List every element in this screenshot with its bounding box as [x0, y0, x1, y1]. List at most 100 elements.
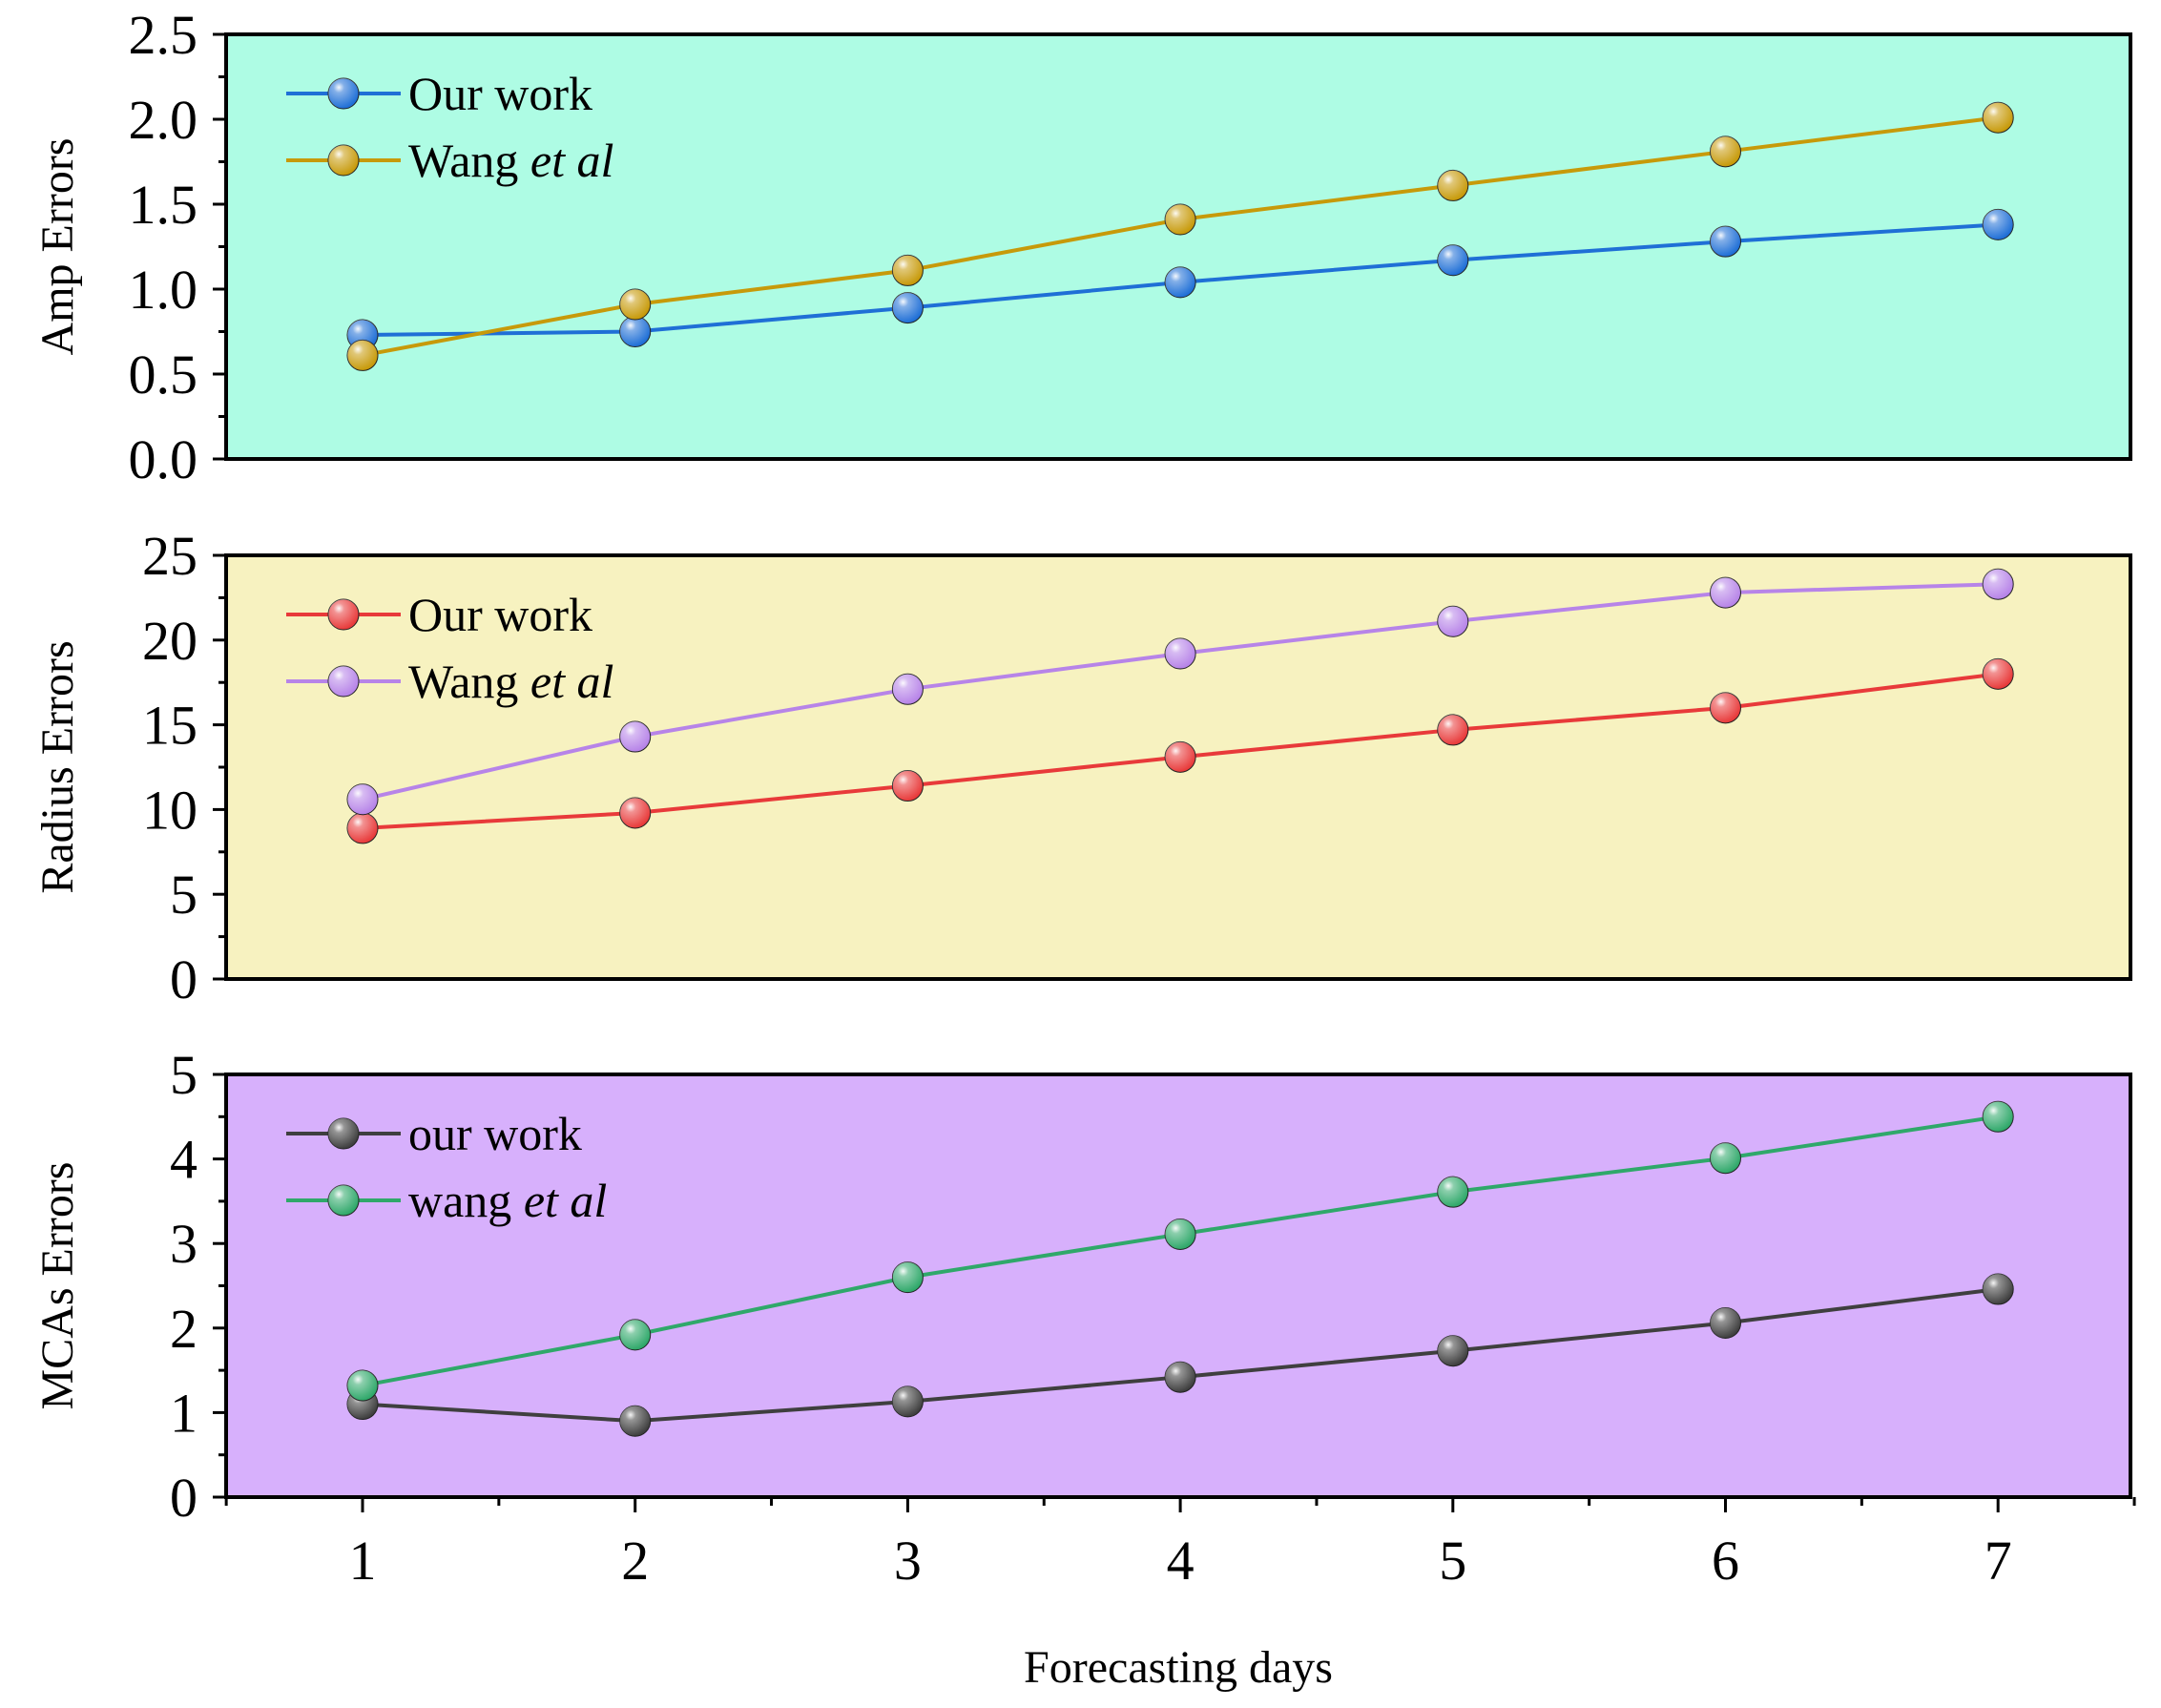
y-tick-label: 0.5 [129, 344, 198, 406]
data-point [619, 797, 652, 829]
legend-item: Wang et al [286, 134, 613, 187]
data-point [1710, 135, 1741, 168]
panel-2: 0 5 10 15 20 25 Radius Errors Our work Wang et a… [32, 525, 2132, 1010]
x-tick-label: 1 [349, 1530, 377, 1592]
legend-label-main: Our work [408, 67, 592, 120]
data-point [1982, 208, 2014, 240]
plot-frame [224, 553, 2132, 981]
y-axis-label: MCAs Errors [32, 1162, 83, 1410]
y-tick-label: 1.0 [129, 259, 198, 321]
x-tick-label: 7 [1984, 1530, 2012, 1592]
data-point [619, 1405, 652, 1437]
y-tick-label: 15 [142, 695, 197, 757]
data-point [1164, 1361, 1196, 1393]
y-tick-label: 10 [142, 779, 197, 841]
plot-frame [224, 32, 2132, 461]
legend-item: our work [286, 1107, 582, 1160]
y-axis-label: Amp Errors [32, 138, 83, 356]
y-tick-label: 3 [170, 1213, 197, 1275]
legend-item: Our work [286, 67, 592, 120]
legend-label-main: wang [408, 1174, 524, 1227]
data-point [1982, 1100, 2014, 1133]
data-point [1710, 692, 1741, 724]
x-tick-label: 4 [1167, 1530, 1195, 1592]
data-point [891, 1261, 924, 1294]
x-tick-label: 3 [894, 1530, 922, 1592]
data-point [1982, 101, 2014, 134]
data-point [1164, 1218, 1196, 1250]
data-point [891, 292, 924, 324]
data-point [1710, 225, 1741, 258]
legend: Our work Wang et al [286, 67, 613, 187]
legend-label: our work [408, 1107, 582, 1160]
data-point [346, 812, 379, 844]
legend-label-italic: et al [524, 1174, 607, 1227]
data-point [1437, 714, 1469, 746]
x-tick-label: 6 [1712, 1530, 1739, 1592]
data-point [1437, 1176, 1469, 1208]
legend-item: wang et al [286, 1174, 607, 1227]
legend-label-main: Our work [408, 588, 592, 641]
x-tick-label: 2 [621, 1530, 649, 1592]
data-point [1164, 266, 1196, 299]
data-point [891, 1385, 924, 1418]
data-point [346, 783, 379, 816]
data-point [346, 1369, 379, 1402]
legend-label-italic: et al [530, 655, 613, 708]
data-point [1437, 1335, 1469, 1367]
data-point [1982, 568, 2014, 600]
data-point [1437, 169, 1469, 201]
data-point [619, 720, 652, 753]
panel-1: 0.0 0.5 1.0 1.5 2.0 2.5 Amp Errors Our work Wang… [32, 4, 2132, 490]
legend-label: wang et al [408, 1174, 607, 1227]
y-tick-label: 0 [170, 1467, 197, 1529]
data-point [619, 288, 652, 321]
legend: Our work Wang et al [286, 588, 613, 708]
data-point [1710, 576, 1741, 609]
data-point [1437, 244, 1469, 277]
legend-item: Our work [286, 588, 592, 641]
data-point [1164, 203, 1196, 236]
data-point [1982, 657, 2014, 690]
legend-label-main: Wang [408, 655, 530, 708]
y-tick-label: 2 [170, 1298, 197, 1360]
y-tick-label: 0 [170, 948, 197, 1010]
data-point [1710, 1142, 1741, 1175]
legend-label: Wang et al [408, 655, 613, 708]
y-tick-label: 5 [170, 1044, 197, 1106]
data-point [891, 673, 924, 705]
data-point [1164, 637, 1196, 670]
data-point [1710, 1306, 1741, 1339]
y-tick-label: 25 [142, 525, 197, 587]
legend-label-main: our work [408, 1107, 582, 1160]
legend-label: Our work [408, 67, 592, 120]
y-tick-label: 20 [142, 610, 197, 672]
y-tick-label: 1 [170, 1382, 197, 1444]
data-point [1982, 1273, 2014, 1305]
legend-item: Wang et al [286, 655, 613, 708]
y-tick-label: 4 [170, 1129, 197, 1191]
plot-background [226, 34, 2130, 459]
y-tick-label: 1.5 [129, 174, 198, 236]
panel-3: 0 1 2 3 4 5 MCAs Errors our work wang et al [32, 1044, 2132, 1529]
plot-frame [224, 1073, 2132, 1499]
legend-label: Wang et al [408, 134, 613, 187]
data-point [346, 339, 379, 371]
y-tick-label: 2.5 [129, 4, 198, 66]
data-point [619, 316, 652, 347]
y-tick-label: 2.0 [129, 89, 198, 151]
data-point [891, 770, 924, 802]
legend-label-main: Wang [408, 134, 530, 187]
y-axis-label: Radius Errors [32, 640, 83, 893]
data-point [1437, 605, 1469, 637]
data-point [891, 254, 924, 286]
legend-label-italic: et al [530, 134, 613, 187]
legend-label: Our work [408, 588, 592, 641]
data-point [619, 1319, 652, 1351]
y-tick-label: 0.0 [129, 428, 198, 490]
y-tick-label: 5 [170, 864, 197, 926]
x-axis-label: Forecasting days [1024, 1642, 1333, 1693]
data-point [1164, 740, 1196, 773]
x-tick-label: 5 [1439, 1530, 1466, 1592]
